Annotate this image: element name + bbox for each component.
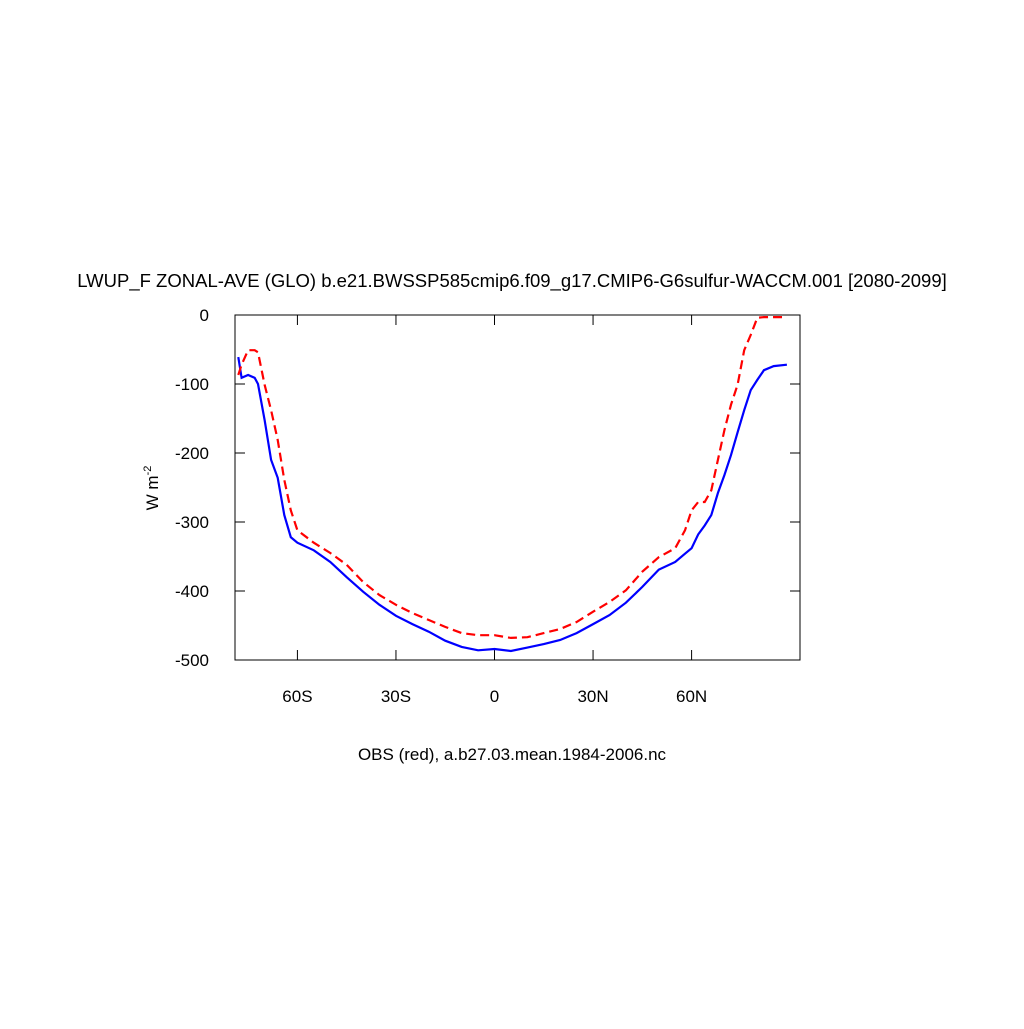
annotation: OBS (red), a.b27.03.mean.1984-2006.nc [358,745,667,764]
y-tick-label: -500 [175,651,209,670]
x-tick-label: 60S [282,687,312,706]
y-tick-label: -400 [175,582,209,601]
series-line [237,356,788,653]
y-label-sup: -2 [142,466,154,476]
series-line [237,316,787,640]
x-tick-label: 0 [490,687,499,706]
y-tick-label: -300 [175,513,209,532]
x-tick-label: 60N [676,687,707,706]
y-tick-label: 0 [200,306,209,325]
y-tick-label: -200 [175,444,209,463]
y-axis-label: W m-2 [142,466,162,511]
y-label-text: W m [143,475,162,510]
x-tick-label: 30S [381,687,411,706]
x-tick-label: 30N [577,687,608,706]
chart-title: LWUP_F ZONAL-AVE (GLO) b.e21.BWSSP585cmi… [77,270,947,292]
plot-frame [234,314,801,661]
y-tick-label: -100 [175,375,209,394]
